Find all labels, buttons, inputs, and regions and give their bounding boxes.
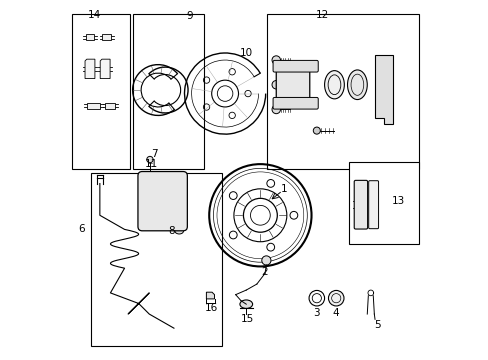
FancyBboxPatch shape (272, 60, 318, 72)
Bar (71, 14, 130, 170)
Text: 8: 8 (167, 226, 174, 236)
Circle shape (173, 215, 180, 222)
Polygon shape (206, 292, 214, 299)
Bar (102, 34, 111, 40)
Text: 16: 16 (204, 303, 218, 313)
FancyBboxPatch shape (368, 181, 378, 229)
Text: 9: 9 (186, 11, 193, 21)
Text: 11: 11 (144, 159, 157, 169)
Text: 10: 10 (239, 48, 252, 58)
Text: 13: 13 (390, 196, 404, 206)
Bar (85, 34, 94, 40)
Text: 5: 5 (374, 320, 380, 330)
Ellipse shape (324, 71, 344, 99)
Polygon shape (100, 59, 110, 78)
Bar (348, 162, 418, 243)
Bar (105, 103, 115, 109)
Circle shape (313, 127, 320, 134)
Bar (267, 14, 418, 170)
Polygon shape (276, 64, 309, 106)
FancyBboxPatch shape (272, 98, 318, 109)
Text: 14: 14 (88, 10, 101, 20)
Ellipse shape (175, 228, 183, 234)
Circle shape (150, 189, 175, 213)
Ellipse shape (347, 70, 366, 100)
Bar (133, 14, 203, 170)
Circle shape (271, 81, 280, 89)
Text: 6: 6 (78, 224, 84, 234)
Text: 4: 4 (332, 309, 339, 318)
Polygon shape (374, 55, 392, 123)
Circle shape (146, 156, 153, 163)
Text: 15: 15 (240, 314, 253, 324)
Circle shape (261, 256, 270, 265)
Circle shape (271, 56, 280, 64)
FancyBboxPatch shape (353, 180, 367, 229)
Circle shape (271, 105, 280, 114)
Circle shape (328, 291, 343, 306)
Text: 3: 3 (313, 309, 320, 318)
Bar (87, 103, 100, 109)
Text: 12: 12 (315, 10, 328, 20)
Text: 1: 1 (280, 184, 287, 194)
FancyBboxPatch shape (138, 171, 187, 231)
Bar (91, 173, 221, 346)
Ellipse shape (240, 300, 252, 309)
Text: 7: 7 (151, 149, 158, 158)
Text: 2: 2 (261, 267, 268, 277)
Polygon shape (85, 59, 95, 78)
